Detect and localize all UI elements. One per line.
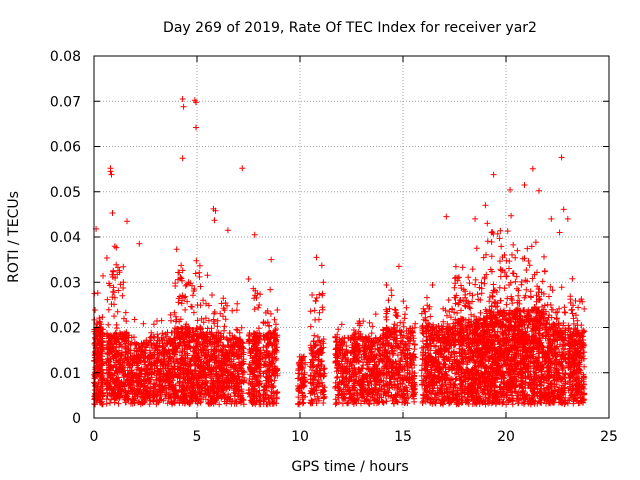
y-tick-label: 0.06: [50, 140, 81, 156]
y-tick-label: 0: [72, 411, 81, 427]
y-tick-label: 0.08: [50, 49, 81, 65]
y-tick-labels: 0 0.01 0.02 0.03 0.04 0.05 0.06 0.07 0.08: [50, 49, 81, 427]
x-tick-label: 10: [291, 429, 309, 445]
y-tick-label: 0.07: [50, 94, 81, 110]
x-tick-label: 25: [600, 429, 618, 445]
x-tick-label: 0: [90, 429, 99, 445]
axis-ticks: [93, 55, 610, 419]
x-axis-label: GPS time / hours: [291, 459, 408, 475]
y-tick-label: 0.05: [50, 185, 81, 201]
data-points: [91, 96, 588, 408]
x-tick-label: 5: [193, 429, 202, 445]
x-tick-label: 15: [394, 429, 412, 445]
scatter-markers: [91, 96, 588, 408]
y-axis-label: ROTI / TECUs: [6, 191, 22, 283]
y-tick-label: 0.03: [50, 275, 81, 291]
y-tick-label: 0.01: [50, 366, 81, 382]
y-tick-label: 0.04: [50, 230, 81, 246]
x-tick-labels: 0 5 10 15 20 25: [90, 429, 618, 445]
y-tick-label: 0.02: [50, 321, 81, 337]
chart-title: Day 269 of 2019, Rate Of TEC Index for r…: [163, 20, 537, 36]
x-tick-label: 20: [497, 429, 515, 445]
